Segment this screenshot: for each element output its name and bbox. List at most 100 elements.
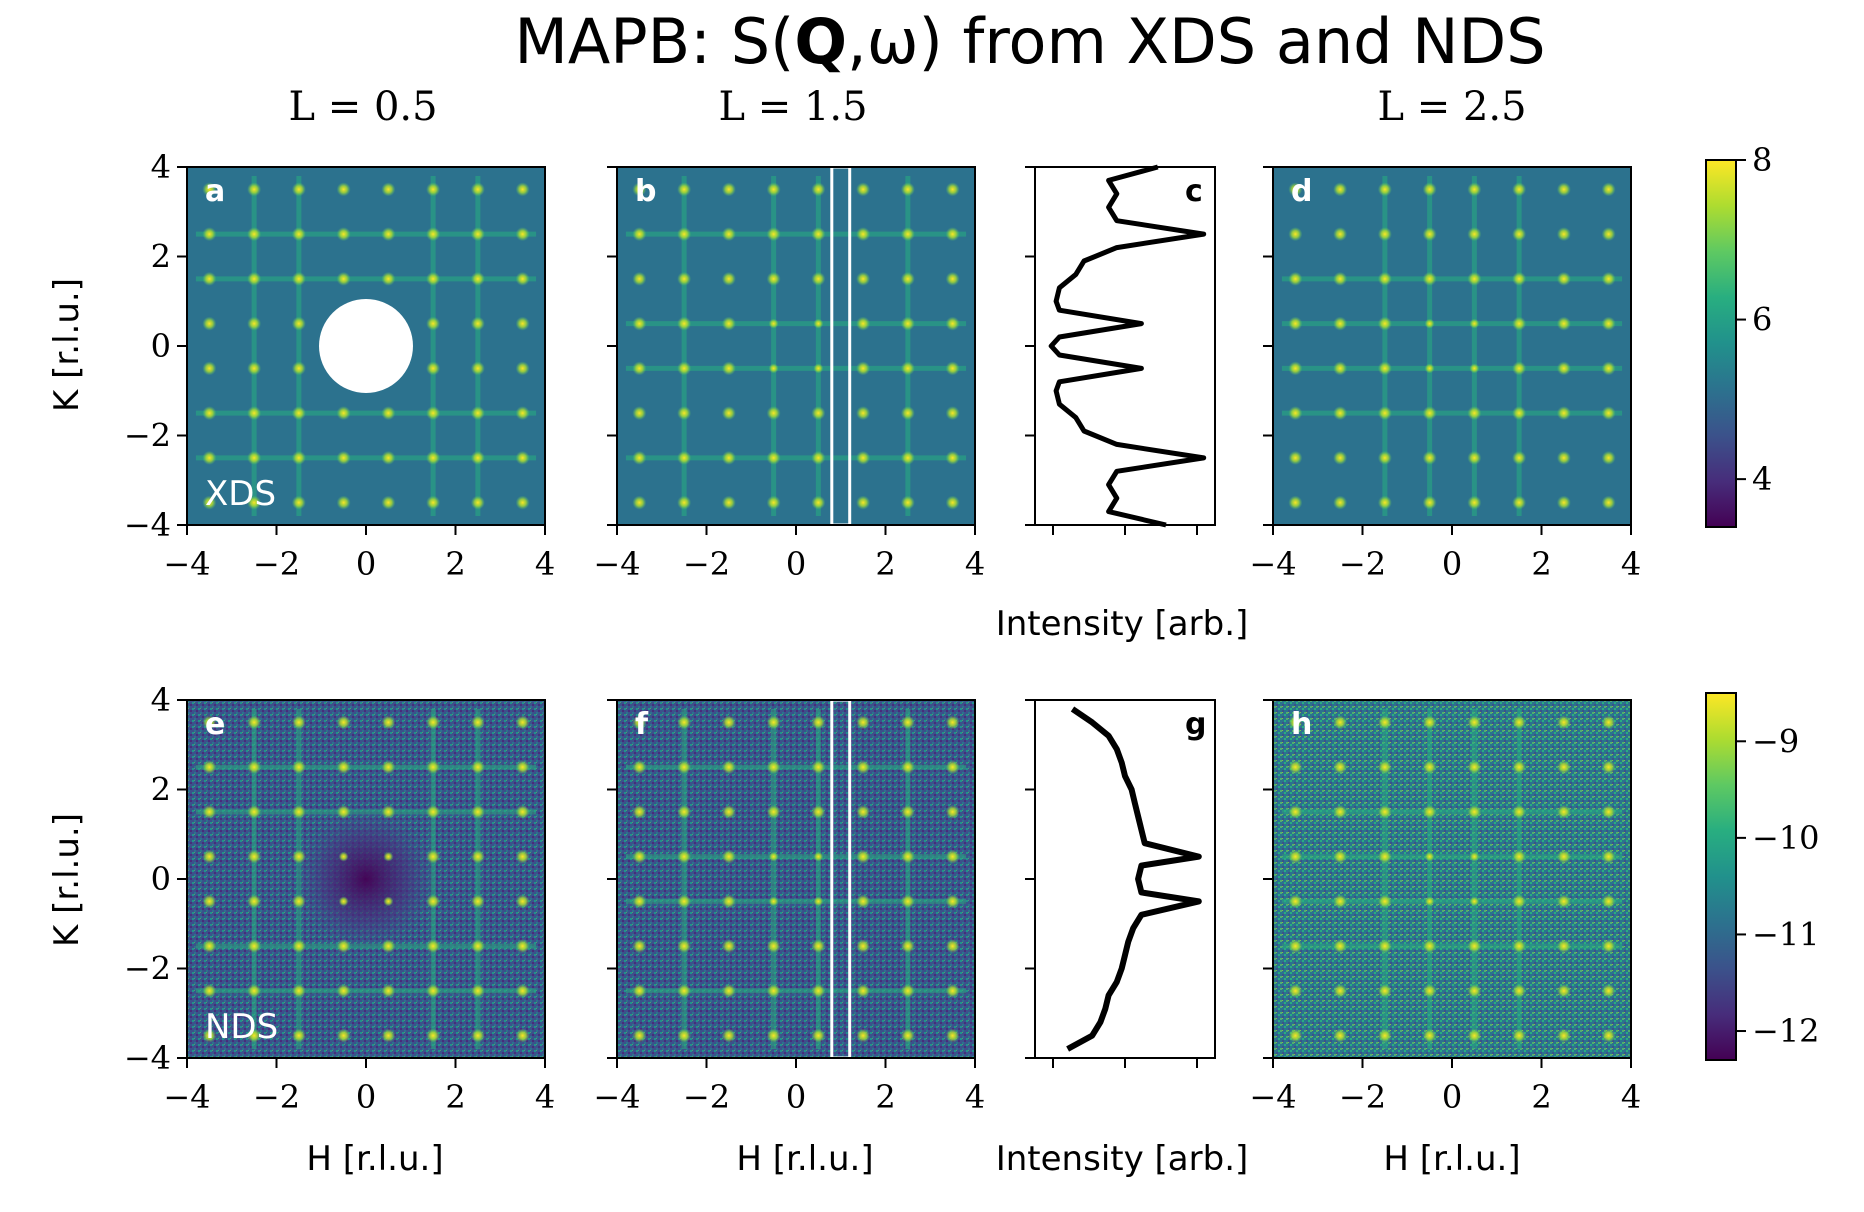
bragg-peak: [632, 271, 647, 286]
bragg-peak: [1377, 316, 1392, 331]
bragg-peak: [721, 316, 736, 331]
bragg-peak: [900, 182, 915, 197]
bragg-peak: [515, 804, 530, 819]
bragg-peak: [1512, 182, 1527, 197]
bragg-peak: [677, 804, 692, 819]
bragg-peak: [677, 316, 692, 331]
bragg-peak: [945, 760, 960, 775]
bragg-peak: [247, 939, 262, 954]
bragg-peak: [202, 227, 217, 242]
bragg-peak: [632, 316, 647, 331]
y-tick-label: −4: [124, 1039, 171, 1077]
bragg-peak: [1288, 227, 1303, 242]
xlabel-h: H [r.l.u.]: [1383, 1139, 1520, 1179]
bragg-peak: [247, 316, 262, 331]
bragg-peak: [1556, 894, 1571, 909]
bragg-peak: [515, 983, 530, 998]
bragg-peak: [470, 894, 485, 909]
bragg-peak: [945, 361, 960, 376]
bragg-peak: [1288, 939, 1303, 954]
x-tick-label: −4: [1249, 1078, 1296, 1116]
bragg-peak: [1467, 983, 1482, 998]
panel-d: d −4 −2 0 2 4: [1249, 166, 1641, 583]
bragg-peak: [202, 715, 217, 730]
bragg-peak: [1601, 361, 1616, 376]
bragg-peak: [470, 495, 485, 510]
bragg-peak: [1601, 804, 1616, 819]
bragg-peak: [1467, 804, 1482, 819]
colorbar-nds: [1705, 692, 1737, 1061]
bragg-peak: [811, 804, 826, 819]
bragg-peak: [677, 406, 692, 421]
bragg-peak: [515, 495, 530, 510]
bragg-peak: [1467, 271, 1482, 286]
bragg-peak: [336, 406, 351, 421]
bragg-peak: [721, 271, 736, 286]
bragg-peak: [426, 406, 441, 421]
bragg-peak: [291, 495, 306, 510]
bragg-peak: [721, 361, 736, 376]
bragg-peak: [426, 804, 441, 819]
bragg-peak: [856, 450, 871, 465]
bragg-peak: [336, 939, 351, 954]
bragg-peak: [426, 849, 441, 864]
bragg-peak: [291, 182, 306, 197]
bragg-peak: [900, 849, 915, 864]
heatmap-background: [1273, 700, 1631, 1058]
x-tick-label: 0: [1442, 545, 1462, 583]
bragg-peak: [1601, 894, 1616, 909]
bragg-peak: [470, 760, 485, 775]
xlabel-c: Intensity [arb.]: [996, 604, 1249, 644]
heatmap-background: [617, 700, 975, 1058]
bragg-peak: [291, 939, 306, 954]
bragg-peak: [470, 406, 485, 421]
bragg-peak: [338, 851, 349, 862]
bragg-peak: [383, 851, 394, 862]
x-tick-label: 2: [1531, 545, 1551, 583]
bragg-peak: [632, 495, 647, 510]
heatmap-background: [617, 167, 975, 525]
bragg-peak: [291, 715, 306, 730]
bragg-peak: [336, 182, 351, 197]
bragg-peak: [1333, 361, 1348, 376]
bragg-peak: [1333, 894, 1348, 909]
bragg-peak: [900, 316, 915, 331]
bragg-peak: [1333, 715, 1348, 730]
bragg-peak: [1512, 715, 1527, 730]
bragg-peak: [202, 804, 217, 819]
bragg-peak: [247, 1028, 262, 1043]
bragg-peak: [426, 715, 441, 730]
x-tick-label: 4: [965, 1078, 985, 1116]
x-tick-label: 0: [786, 1078, 806, 1116]
bragg-peak: [1288, 316, 1303, 331]
bragg-peak: [247, 406, 262, 421]
bragg-peak: [1512, 1028, 1527, 1043]
bragg-peak: [945, 1028, 960, 1043]
panel-label-g: g: [1185, 707, 1206, 742]
bragg-peak: [856, 894, 871, 909]
y-tick-label: −2: [124, 417, 171, 455]
bragg-peak: [1377, 849, 1392, 864]
bragg-peak: [1333, 983, 1348, 998]
x-tick-label: −2: [683, 545, 730, 583]
bragg-peak: [721, 227, 736, 242]
x-tick-label: −4: [593, 545, 640, 583]
bragg-peak: [202, 361, 217, 376]
bragg-peak: [426, 983, 441, 998]
bragg-peak: [632, 983, 647, 998]
bragg-peak: [1288, 271, 1303, 286]
bragg-peak: [721, 1028, 736, 1043]
bragg-peak: [381, 227, 396, 242]
bragg-peak: [426, 227, 441, 242]
x-tick-label: 2: [875, 545, 895, 583]
bragg-peak: [291, 849, 306, 864]
bragg-peak: [515, 849, 530, 864]
bragg-peak: [1601, 406, 1616, 421]
bragg-peak: [1377, 495, 1392, 510]
bragg-peak: [1467, 182, 1482, 197]
colorbar-xds: [1705, 159, 1737, 528]
bragg-peak: [900, 804, 915, 819]
bragg-peak: [632, 227, 647, 242]
bragg-peak: [470, 849, 485, 864]
